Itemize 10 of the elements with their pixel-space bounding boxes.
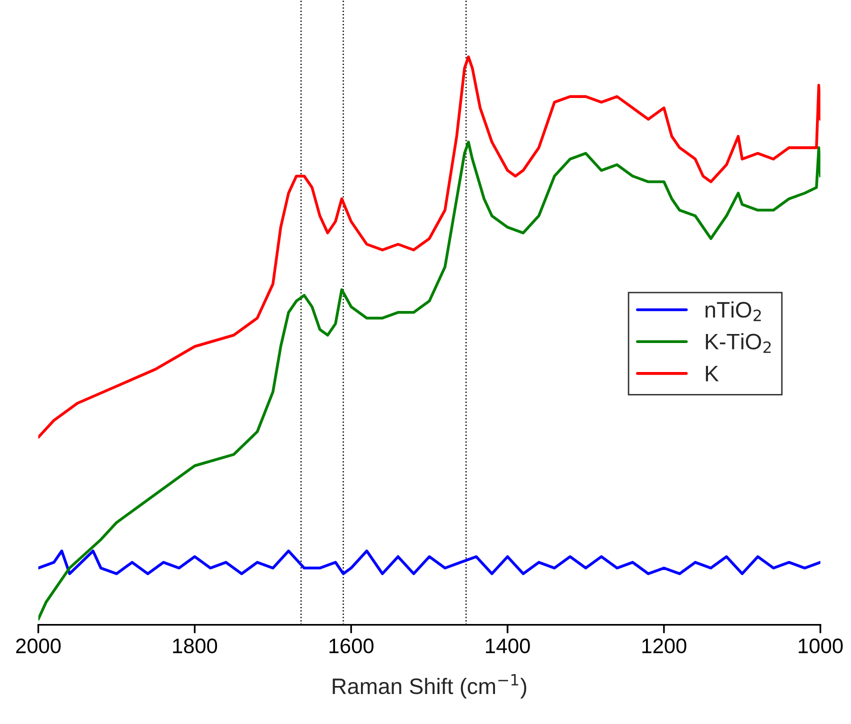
legend-label: K xyxy=(706,366,719,382)
x-tick-label: 1000 xyxy=(798,638,843,654)
x-axis-title: Raman Shift (cm$^{−1}$) xyxy=(332,674,526,699)
x-tick-label: 1400 xyxy=(486,638,530,654)
x-tick-label: 2000 xyxy=(16,638,61,654)
x-tick-label: 1200 xyxy=(642,638,686,654)
x-tick-label: 1800 xyxy=(173,638,218,654)
legend-label: nTiO$_{2}$ xyxy=(706,301,761,322)
x-tick-label: 1600 xyxy=(330,638,374,654)
legend-label: K-TiO$_{2}$ xyxy=(706,333,771,353)
